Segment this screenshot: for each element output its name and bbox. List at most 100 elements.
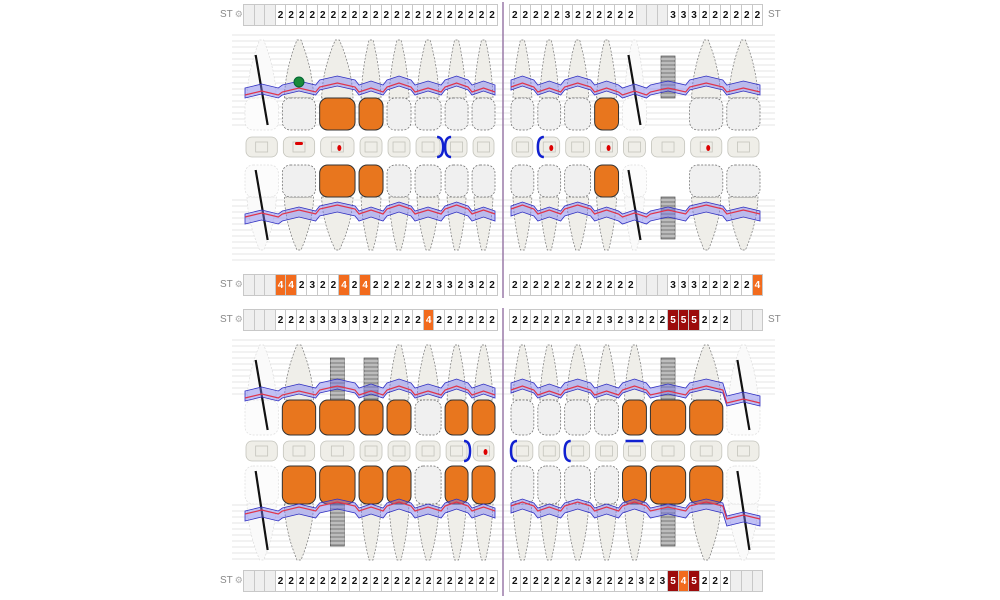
tooth-implant-crown[interactable] [358,357,384,436]
tooth-natural[interactable] [726,39,761,131]
occlusal-surface[interactable] [359,136,383,158]
occlusal-surface[interactable] [387,440,411,462]
tooth-missing[interactable] [726,344,761,436]
st-settings-label[interactable]: ST ⚙ [220,314,243,325]
occlusal-surface[interactable] [538,440,561,462]
occlusal-surface[interactable] [565,136,591,158]
tooth-crown[interactable] [471,465,496,561]
tooth-natural[interactable] [564,39,591,131]
occlusal-surface[interactable] [320,440,355,462]
tooth-natural[interactable] [386,39,412,131]
tooth-natural[interactable] [564,164,591,251]
tooth-missing[interactable] [726,465,761,561]
tooth-natural[interactable] [564,344,591,436]
tooth-natural[interactable] [414,465,442,561]
tooth-crown[interactable] [689,344,724,436]
tooth-natural[interactable] [726,164,761,251]
pocket-depth-cell[interactable]: 2 [751,4,764,26]
tooth-crown[interactable] [358,465,384,561]
tooth-implant-crown[interactable] [319,465,356,547]
tooth-crown[interactable] [319,39,356,131]
gear-icon[interactable]: ⚙ [234,575,243,585]
gear-icon[interactable]: ⚙ [234,9,243,19]
occlusal-surface[interactable] [245,440,278,462]
tooth-natural[interactable] [564,465,591,561]
tooth-crown[interactable] [471,344,496,436]
tooth-implant[interactable] [660,55,676,99]
tooth-crown[interactable] [386,344,412,436]
tooth-natural[interactable] [471,164,496,251]
occlusal-surface[interactable] [387,136,411,158]
gear-icon[interactable]: ⚙ [234,314,243,324]
st-settings-label[interactable]: ST ⚙ [220,279,243,290]
pocket-depth-cell[interactable]: 4 [751,274,764,296]
occlusal-surface[interactable] [445,440,468,462]
tooth-natural[interactable] [281,39,316,131]
occlusal-surface[interactable] [651,136,686,158]
occlusal-surface[interactable] [727,136,760,158]
occlusal-surface[interactable] [690,440,723,462]
tooth-missing[interactable] [622,164,647,251]
tooth-crown[interactable] [386,465,412,561]
tooth-crown[interactable] [444,344,469,436]
occlusal-surface[interactable] [595,136,618,158]
tooth-natural[interactable] [510,344,535,436]
occlusal-surface[interactable] [565,440,591,462]
tooth-natural[interactable] [414,164,442,251]
tooth-natural[interactable] [537,39,562,131]
occlusal-surface[interactable] [445,136,468,158]
occlusal-surface[interactable] [538,136,561,158]
tooth-missing[interactable] [244,164,279,251]
tooth-missing[interactable] [622,39,647,131]
occlusal-surface[interactable] [472,136,495,158]
occlusal-surface[interactable] [595,440,618,462]
occlusal-surface[interactable] [320,136,355,158]
occlusal-surface[interactable] [623,440,646,462]
tooth-missing[interactable] [244,344,279,436]
tooth-natural[interactable] [594,465,619,561]
pocket-depth-cell[interactable]: 2 [486,274,498,296]
occlusal-surface[interactable] [690,136,723,158]
occlusal-surface[interactable] [359,440,383,462]
tooth-crown[interactable] [594,164,620,251]
occlusal-surface[interactable] [472,440,495,462]
tooth-missing[interactable] [244,39,279,131]
st-settings-label[interactable]: ST ⚙ [220,575,243,586]
pocket-depth-cell[interactable]: 2 [486,4,498,26]
occlusal-surface[interactable] [415,440,441,462]
tooth-crown[interactable] [358,39,384,131]
tooth-natural[interactable] [471,39,496,131]
pocket-depth-cell[interactable]: 2 [486,309,498,331]
pocket-depth-cell[interactable] [751,309,764,331]
tooth-crown[interactable] [358,164,384,251]
st-settings-label[interactable]: ST ⚙ [220,9,243,20]
tooth-natural[interactable] [414,39,442,131]
tooth-natural[interactable] [594,344,619,436]
occlusal-surface[interactable] [245,136,278,158]
occlusal-surface[interactable] [282,136,316,158]
tooth-crown[interactable] [622,465,647,561]
occlusal-surface[interactable] [727,440,760,462]
tooth-natural[interactable] [281,164,316,251]
tooth-natural[interactable] [414,344,442,436]
occlusal-surface[interactable] [511,440,534,462]
occlusal-surface[interactable] [651,440,686,462]
tooth-crown[interactable] [444,465,469,561]
occlusal-surface[interactable] [415,136,441,158]
tooth-natural[interactable] [537,465,562,561]
tooth-implant-crown[interactable] [649,357,687,436]
tooth-crown[interactable] [281,344,317,436]
tooth-crown[interactable] [689,465,724,561]
occlusal-surface[interactable] [282,440,316,462]
tooth-natural[interactable] [689,39,724,131]
tooth-crown[interactable] [281,465,317,561]
tooth-natural[interactable] [537,344,562,436]
tooth-natural[interactable] [386,164,412,251]
pocket-depth-cell[interactable] [751,570,764,592]
occlusal-surface[interactable] [511,136,534,158]
tooth-missing[interactable] [244,465,279,561]
tooth-natural[interactable] [537,164,562,251]
tooth-crown[interactable] [594,39,620,131]
tooth-natural[interactable] [510,39,535,131]
gear-icon[interactable]: ⚙ [234,279,243,289]
